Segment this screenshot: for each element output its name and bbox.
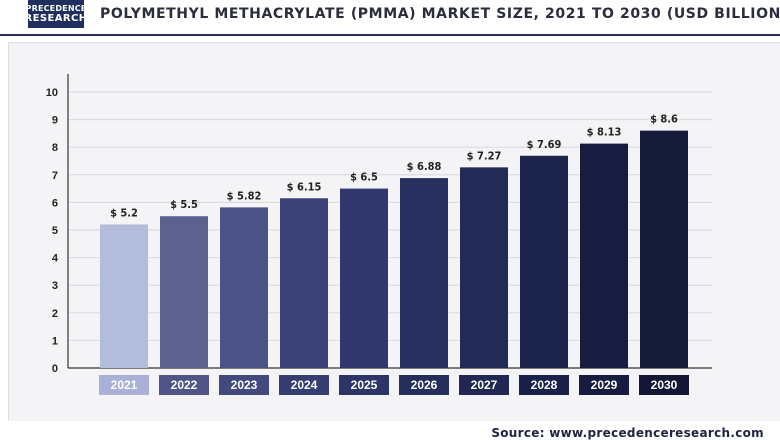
data-label-2027: $ 7.27 [467, 149, 502, 162]
data-label-2028: $ 7.69 [527, 138, 562, 151]
y-tick-label: 0 [52, 363, 58, 375]
source-text: Source: www.precedenceresearch.com [491, 426, 764, 440]
bar-2027 [460, 167, 508, 368]
bar-2023 [220, 207, 268, 368]
bars [100, 130, 688, 368]
data-label-2026: $ 6.88 [407, 160, 442, 173]
x-label-box [639, 375, 689, 395]
y-axis-ticks: 0 1 2 3 4 5 6 7 8 9 10 [46, 87, 59, 375]
data-label-2024: $ 6.15 [287, 180, 322, 193]
x-label-box [99, 375, 149, 395]
x-tick-label-2023: 2023 [231, 378, 258, 392]
data-label-2021: $ 5.2 [110, 206, 138, 219]
x-axis-labels: 2021 2022 2023 2024 2025 2026 2027 2028 2029 2030 [99, 375, 689, 395]
data-label-2029: $ 8.13 [587, 126, 622, 139]
x-label-box [579, 375, 629, 395]
y-tick-label: 3 [52, 280, 58, 292]
y-tick-label: 8 [52, 142, 58, 154]
x-tick-label-2028: 2028 [531, 378, 558, 392]
y-tick-label: 1 [52, 335, 58, 347]
data-label-2022: $ 5.5 [170, 198, 198, 211]
bar-2021 [100, 224, 148, 368]
x-tick-label-2029: 2029 [591, 378, 618, 392]
bar-2030 [640, 130, 688, 368]
x-label-box [219, 375, 269, 395]
x-label-box [519, 375, 569, 395]
y-tick-label: 2 [52, 308, 58, 320]
x-label-box [399, 375, 449, 395]
y-tick-label: 10 [46, 87, 58, 99]
bar-2024 [280, 198, 328, 368]
x-label-box [279, 375, 329, 395]
x-label-box [339, 375, 389, 395]
y-tick-label: 7 [52, 170, 58, 182]
y-tick-label: 9 [52, 115, 58, 127]
data-labels: $ 5.2 $ 5.5 $ 5.82 $ 6.15 $ 6.5 $ 6.88 $ 7.27 $… [110, 113, 678, 220]
bar-2029 [580, 143, 628, 368]
x-tick-label-2022: 2022 [171, 378, 198, 392]
header-bar: PRECEDENCE RESEARCH POLYMETHYL METHACRYL… [0, 0, 780, 36]
y-tick-label: 5 [52, 225, 58, 237]
y-tick-label: 6 [52, 197, 58, 209]
bar-2028 [520, 155, 568, 368]
x-tick-label-2030: 2030 [651, 378, 678, 392]
y-tick-label: 4 [52, 253, 59, 265]
data-label-2023: $ 5.82 [227, 189, 262, 202]
bar-2022 [160, 216, 208, 368]
logo-text-line1: PRECEDENCE [25, 3, 87, 13]
x-tick-label-2024: 2024 [291, 378, 318, 392]
x-tick-label-2025: 2025 [351, 378, 378, 392]
data-label-2025: $ 6.5 [350, 171, 378, 184]
x-label-box [459, 375, 509, 395]
precedence-research-logo: PRECEDENCE RESEARCH [25, 0, 87, 28]
x-tick-label-2021: 2021 [111, 378, 138, 392]
chart-title: POLYMETHYL METHACRYLATE (PMMA) MARKET SI… [100, 6, 780, 22]
bar-2026 [400, 178, 448, 368]
x-tick-label-2027: 2027 [471, 378, 498, 392]
bar-2025 [340, 188, 388, 368]
data-label-2030: $ 8.6 [650, 113, 678, 126]
x-tick-label-2026: 2026 [411, 378, 438, 392]
logo-text-line2: RESEARCH [24, 12, 88, 24]
x-label-box [159, 375, 209, 395]
